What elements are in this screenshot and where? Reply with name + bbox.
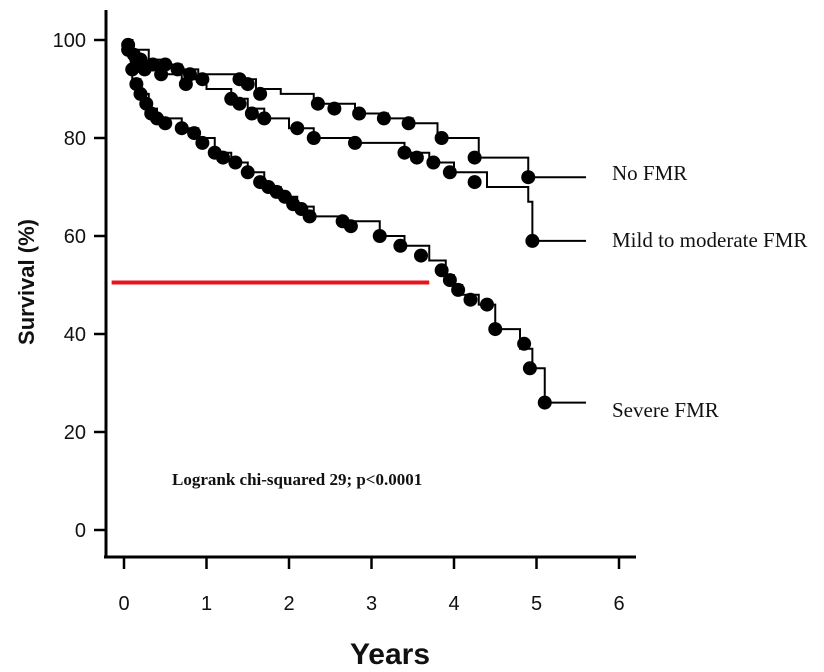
censor-marker [521,170,536,185]
censor-marker [216,150,230,165]
censor-marker [442,273,457,288]
series-label: No FMR [612,161,687,185]
annotation-text: Logrank chi-squared 29; p<0.0001 [172,470,422,489]
x-tick-label: 1 [201,593,212,615]
censor-marker [409,150,424,165]
censor-marker [232,96,247,111]
censor-marker [426,155,441,170]
censor-marker [187,126,202,141]
censor-marker [525,233,540,248]
censor-marker [137,62,152,77]
censor-marker [517,336,532,351]
censor-marker [290,121,305,136]
censor-marker [442,165,457,180]
censor-marker [257,111,272,126]
censor-marker [195,135,210,150]
x-tick-label: 2 [283,593,294,615]
y-tick-label: 20 [64,422,86,444]
y-axis-title: Survival (%) [14,219,39,345]
x-tick-label: 6 [613,593,624,615]
censor-marker [376,111,391,126]
x-ticks: 0 1 2 3 4 5 6 [118,557,625,615]
censor-marker [467,175,482,190]
censor-marker [401,116,416,131]
y-tick-label: 60 [64,226,86,248]
censor-marker [352,106,367,121]
censor-marker [467,150,482,165]
series-group [121,37,586,410]
censor-marker [240,165,255,180]
y-tick-label: 80 [64,128,86,150]
series-labels: No FMR Mild to moderate FMR Severe FMR [612,161,807,422]
censor-marker [343,219,358,234]
censor-marker [170,62,185,77]
x-tick-label: 3 [366,593,377,615]
x-axis-title: Years [350,638,430,671]
censor-marker [302,209,317,224]
censor-marker [463,292,478,307]
x-tick-label: 5 [531,593,542,615]
censor-marker [253,86,268,101]
censor-marker [488,322,503,337]
censor-marker [434,131,449,145]
censor-marker [348,135,362,150]
censor-marker [174,121,189,136]
censor-marker [480,297,494,312]
x-tick-label: 0 [118,593,129,615]
censor-marker [158,116,173,131]
censor-marker [310,96,325,111]
censor-marker [178,77,193,92]
y-tick-label: 100 [53,30,86,52]
censor-marker [451,282,466,297]
censor-marker [154,67,169,82]
y-ticks: 0 20 40 60 80 100 [53,30,106,542]
y-tick-label: 0 [75,520,86,542]
y-tick-label: 40 [64,324,86,346]
censor-marker [537,395,552,410]
censor-marker [522,361,537,376]
censor-marker [244,106,259,121]
censor-marker [125,62,140,77]
censor-marker [397,145,412,160]
censor-marker [240,77,255,92]
x-tick-label: 4 [448,593,459,615]
censor-marker [414,248,428,263]
censor-marker [372,229,387,243]
series-label: Severe FMR [612,398,719,422]
censor-marker [306,131,321,145]
censor-marker [434,263,449,278]
censor-marker [228,155,243,170]
censor-marker [393,238,408,253]
series-label: Mild to moderate FMR [612,228,807,252]
censor-marker [327,101,342,116]
